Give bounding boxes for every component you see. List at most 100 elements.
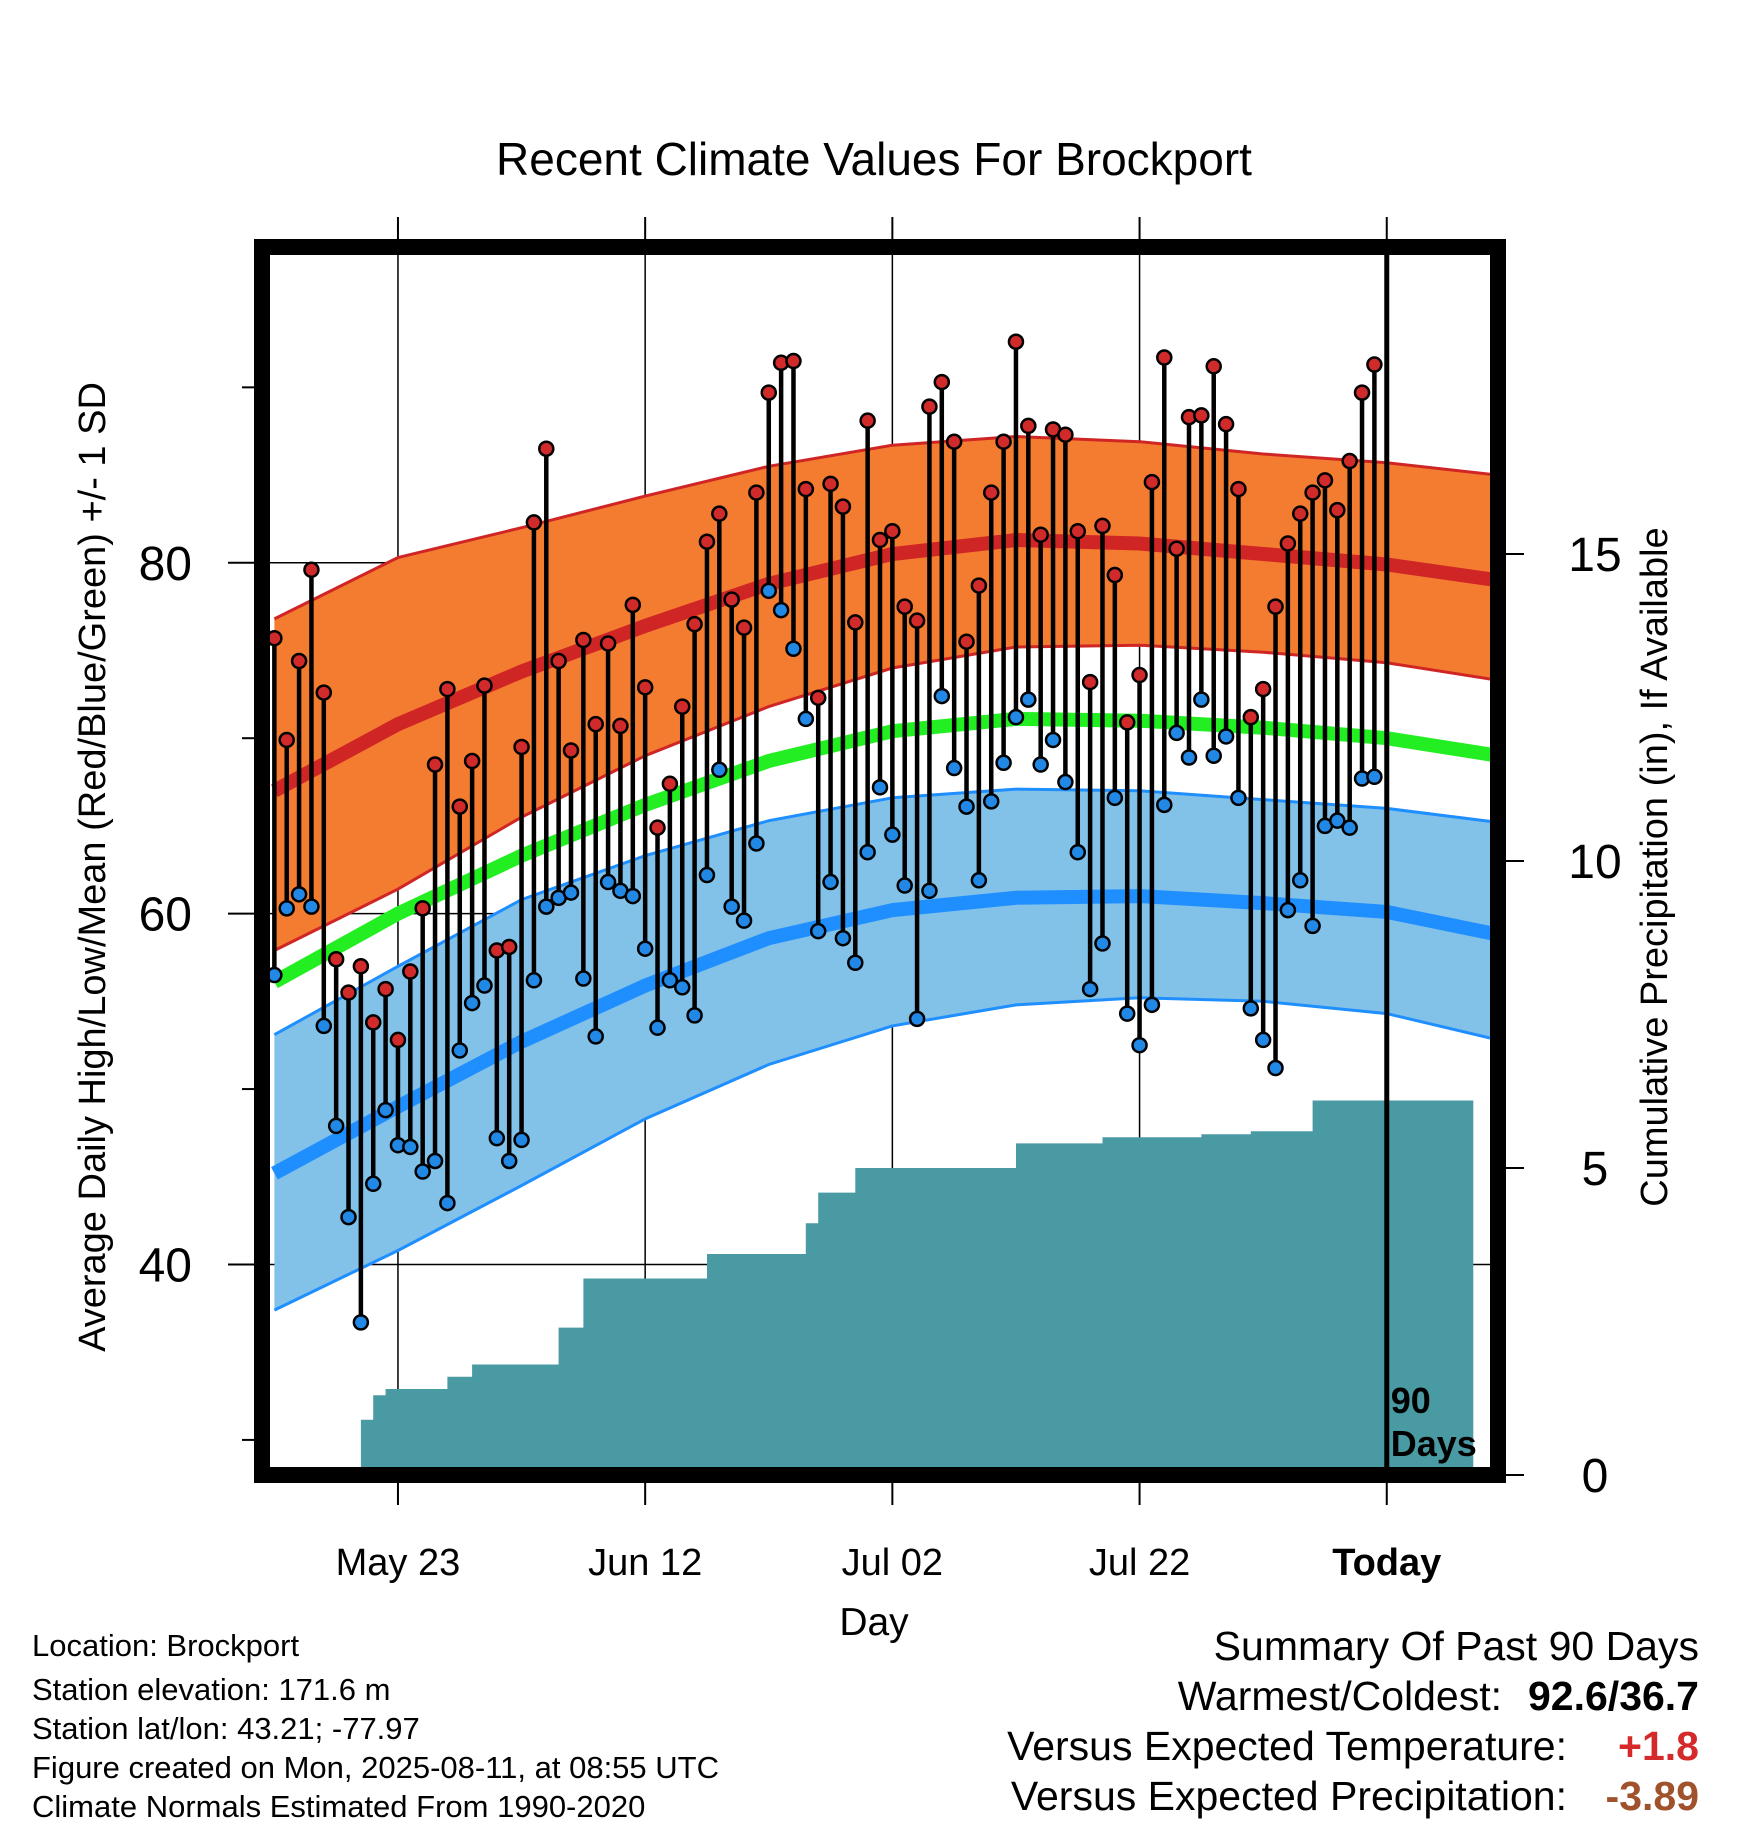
daily-high-point [945, 433, 963, 450]
daily-high-point [1143, 473, 1161, 491]
daily-low-point [1044, 731, 1062, 749]
daily-low-point [945, 759, 963, 777]
daily-low-point [933, 687, 951, 705]
plot-frame [254, 239, 1506, 1483]
daily-low-point [1329, 812, 1346, 829]
daily-low-point [1230, 789, 1247, 807]
daily-low-point [698, 866, 716, 884]
daily-high-point [587, 715, 604, 733]
daily-low-point [402, 1138, 419, 1156]
x-axis-label: Day [839, 1601, 909, 1644]
daily-high-point [599, 635, 617, 652]
x-tick-label: Jul 22 [1089, 1542, 1190, 1584]
high-sd-upper-edge [273, 434, 1498, 621]
daily-high-point [1168, 540, 1185, 557]
today-marker-label-days: Days [1391, 1423, 1477, 1464]
daily-high-point [476, 677, 493, 694]
daily-high-point [377, 980, 394, 998]
daily-high-point [797, 480, 815, 498]
daily-high-point [834, 498, 852, 515]
daily-high-point [809, 689, 827, 707]
daily-low-point [538, 898, 555, 915]
y-tick-label: 40 [139, 1239, 192, 1292]
daily-high-point [538, 440, 555, 457]
daily-low-point [451, 1042, 469, 1059]
daily-low-point [1156, 796, 1173, 814]
daily-high-point [562, 742, 580, 759]
daily-low-point [599, 873, 617, 891]
daily-low-point [673, 979, 691, 996]
temp-diff-value: +1.8 [1618, 1723, 1699, 1769]
daily-high-point [340, 984, 357, 1001]
daily-low-point [1057, 773, 1074, 791]
daily-high-point [735, 619, 753, 636]
daily-low-point [1180, 749, 1198, 766]
daily-high-point [636, 679, 654, 696]
low-sd-band [274, 789, 1498, 1311]
daily-high-point [1304, 484, 1321, 501]
daily-low-point [1217, 728, 1235, 745]
daily-high-point [933, 373, 951, 391]
daily-low-point [686, 1007, 703, 1024]
daily-range-sticks [272, 341, 1377, 1323]
daily-high-point [1032, 526, 1049, 543]
y2-tick-label: 5 [1582, 1143, 1609, 1196]
daily-low-point [847, 954, 864, 971]
daily-high-point [426, 756, 444, 773]
daily-high-point [1291, 505, 1309, 522]
daily-low-point [1193, 691, 1210, 708]
location-text: Location: Brockport [32, 1628, 300, 1663]
daily-low-point [896, 877, 913, 894]
daily-high-point [1156, 349, 1173, 366]
daily-high-point [822, 475, 839, 493]
daily-high-point [1081, 673, 1099, 691]
daily-low-point [1020, 691, 1037, 708]
daily-low-point [377, 1101, 394, 1119]
daily-high-point [1118, 714, 1136, 731]
daily-low-point [970, 872, 988, 889]
daily-high-point [785, 352, 802, 370]
x-tick-label: Jun 12 [588, 1542, 702, 1584]
daily-high-point [871, 531, 889, 549]
daily-low-point [352, 1314, 370, 1331]
daily-high-point [1329, 501, 1346, 519]
daily-low-point [290, 886, 308, 903]
created-text: Figure created on Mon, 2025-08-11, at 08… [32, 1750, 719, 1785]
summary-title: Summary Of Past 90 Days [1213, 1623, 1699, 1669]
daily-low-point [439, 1194, 456, 1212]
daily-low-point [525, 972, 543, 989]
daily-high-point [847, 614, 864, 631]
daily-high-point [278, 731, 295, 749]
daily-high-point [661, 775, 679, 793]
daily-high-point [1316, 472, 1334, 489]
daily-low-point [661, 972, 679, 989]
daily-high-point [513, 738, 530, 756]
daily-high-point [723, 591, 740, 608]
today-marker-label-90: 90 [1391, 1380, 1431, 1421]
y2-tick-label: 0 [1582, 1450, 1609, 1503]
y2-axis-label: Cumulative Precipitation (in), If Availa… [1634, 527, 1676, 1206]
daily-high-point [673, 698, 691, 715]
daily-low-point [340, 1208, 357, 1226]
daily-low-point [575, 970, 592, 987]
daily-high-point [760, 384, 778, 401]
daily-low-point [834, 929, 852, 947]
daily-low-point [636, 940, 654, 957]
daily-high-point [921, 398, 938, 415]
daily-high-point [303, 561, 320, 579]
daily-high-point [500, 938, 518, 956]
daily-low-point [414, 1163, 431, 1180]
y-tick-label: 60 [139, 889, 192, 942]
daily-low-point [958, 798, 975, 815]
daily-low-point [1254, 1031, 1272, 1049]
daily-high-point [315, 684, 333, 701]
x-tick-label: Today [1332, 1542, 1441, 1584]
daily-high-point [624, 596, 642, 614]
daily-low-point [303, 898, 320, 915]
daily-low-point [1131, 1036, 1148, 1054]
daily-points [266, 333, 1383, 1331]
daily-low-point [797, 710, 815, 728]
daily-high-point [1205, 358, 1222, 375]
daily-low-point [1106, 789, 1124, 807]
daily-low-point [488, 1129, 506, 1147]
